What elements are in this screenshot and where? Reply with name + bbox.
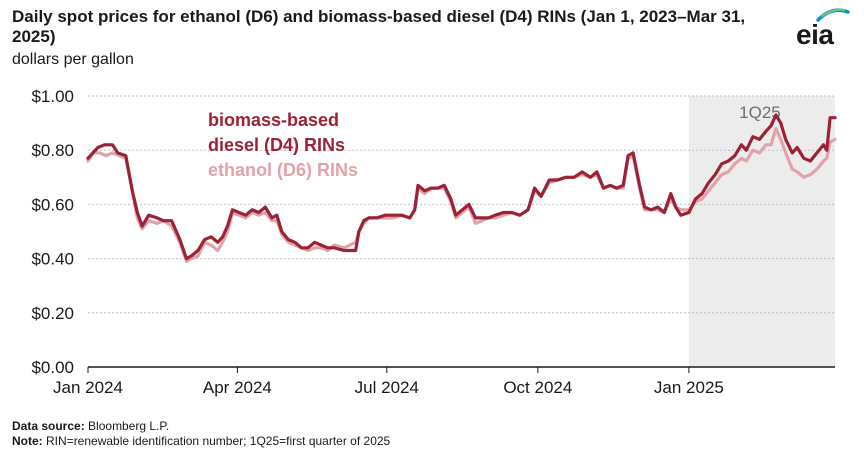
units-label: dollars per gallon <box>12 51 134 68</box>
eia-logo-icon <box>816 8 850 22</box>
legend-d4-line1: biomass-based <box>208 110 339 130</box>
series-line-d6 <box>86 126 837 263</box>
legend-d4-line2: diesel (D4) RINs <box>208 135 345 155</box>
x-tick-label: Jan 2025 <box>654 378 724 397</box>
y-tick-label: $0.80 <box>31 141 74 160</box>
x-tick-label: Oct 2024 <box>503 378 572 397</box>
series-line-d4 <box>86 113 837 261</box>
y-tick-label: $0.60 <box>31 195 74 214</box>
legend-d6: ethanol (D6) RINs <box>208 160 358 180</box>
note-text: RIN=renewable identification number; 1Q2… <box>46 434 391 448</box>
x-tick-label: Apr 2024 <box>203 378 272 397</box>
y-tick-label: $0.40 <box>31 250 74 269</box>
series-lines <box>86 113 837 263</box>
chart-title: Daily spot prices for ethanol (D6) and b… <box>12 7 746 46</box>
quarter-label: 1Q25 <box>739 103 781 122</box>
data-source: Data source: Bloomberg L.P. <box>12 419 169 433</box>
eia-logo: eia <box>788 6 852 50</box>
note: Note: RIN=renewable identification numbe… <box>12 434 390 448</box>
eia-logo-text: eia <box>796 19 834 50</box>
quarter-shaded-region <box>688 96 835 367</box>
y-axis-tick-labels: $0.00 $0.20 $0.40 $0.60 $0.80 $1.00 <box>31 87 74 377</box>
data-source-label: Data source: <box>12 419 85 433</box>
y-tick-label: $1.00 <box>31 87 74 106</box>
gridlines <box>88 95 835 314</box>
data-source-text: Bloomberg L.P. <box>88 419 170 433</box>
y-tick-label: $0.20 <box>31 304 74 323</box>
x-tick-label: Jul 2024 <box>355 378 419 397</box>
x-tick-label: Jan 2024 <box>53 378 123 397</box>
x-axis-tick-labels: Jan 2024 Apr 2024 Jul 2024 Oct 2024 Jan 2025 <box>53 367 724 397</box>
note-label: Note: <box>12 434 43 448</box>
y-tick-label: $0.00 <box>31 358 74 377</box>
